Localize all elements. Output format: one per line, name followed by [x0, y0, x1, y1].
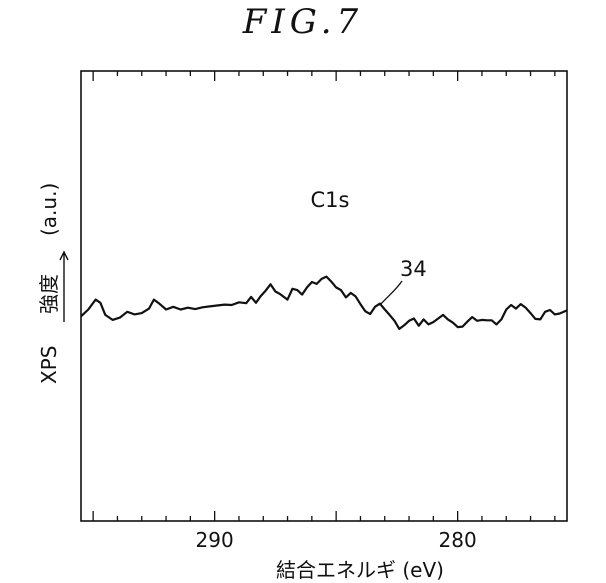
curve-label-leader	[380, 281, 402, 305]
y-label-xps: XPS	[37, 346, 61, 384]
x-tick-label-280: 280	[439, 528, 477, 552]
y-label-intensity: 強度	[37, 274, 61, 314]
y-axis-label: XPS 強度 (a.u.)	[37, 183, 68, 384]
x-axis-ticks: 290 280	[93, 71, 555, 552]
x-tick-label-290: 290	[196, 528, 234, 552]
y-label-unit: (a.u.)	[37, 183, 61, 236]
curve-number-label: 34	[400, 257, 427, 281]
plot-frame	[81, 71, 567, 521]
x-axis-label: 結合エネルギ (eV)	[276, 558, 444, 582]
peak-label-c1s: C1s	[311, 188, 350, 212]
y-axis-arrow-icon	[60, 252, 68, 322]
xps-curve-34	[81, 277, 567, 329]
